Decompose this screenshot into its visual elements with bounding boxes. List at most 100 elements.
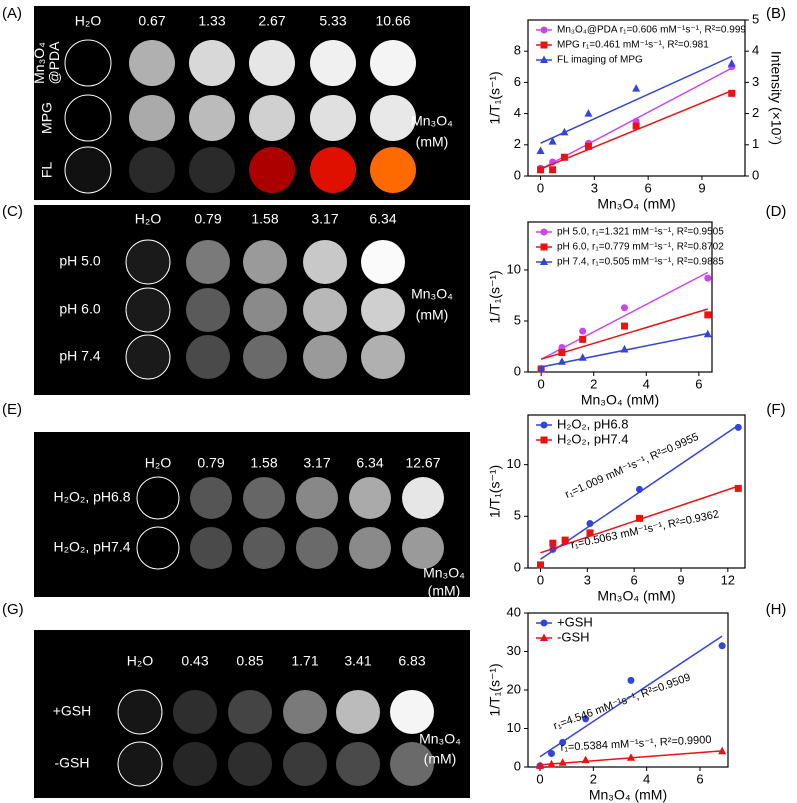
sample-well <box>249 147 295 193</box>
column-label: 1.33 <box>198 13 225 29</box>
y-tick-label: 5 <box>514 312 521 327</box>
x-tick-label: 4 <box>643 771 650 786</box>
y-tick-label: 4 <box>514 105 521 120</box>
legend-label: pH 5.0, r₁=1.321 mM⁻¹s⁻¹, R²=0.9505 <box>557 227 724 238</box>
sample-well <box>361 240 405 284</box>
sample-well <box>117 741 163 787</box>
sample-well <box>296 527 338 569</box>
sample-well <box>361 288 405 332</box>
sample-well <box>402 527 444 569</box>
sample-well <box>349 477 391 519</box>
column-label: H₂O <box>127 653 154 669</box>
row-label: -GSH <box>55 755 90 771</box>
legend-marker <box>540 228 548 236</box>
x-tick-label: 0 <box>536 771 543 786</box>
data-point <box>560 127 569 136</box>
x-tick-label: 9 <box>677 572 684 587</box>
legend-marker <box>540 633 548 641</box>
y-tick-label: 6 <box>514 74 521 89</box>
data-point <box>586 529 594 537</box>
data-point <box>728 89 736 97</box>
x-tick-label: 3 <box>584 572 591 587</box>
sample-well <box>349 527 391 569</box>
data-point <box>734 484 742 492</box>
data-point <box>548 137 557 145</box>
legend-marker <box>540 619 548 627</box>
sample-well <box>136 476 180 520</box>
x-tick-label: 6 <box>645 180 652 195</box>
y2-tick-label: 5 <box>752 11 759 26</box>
data-point <box>582 715 590 723</box>
y2-tick-label: 2 <box>752 105 759 120</box>
column-label: 5.33 <box>319 13 346 29</box>
data-point <box>734 423 742 431</box>
x-axis-label: Mn₃O₄ (mM) <box>589 787 667 803</box>
row-label: FL <box>39 162 55 179</box>
sample-well <box>249 95 295 141</box>
fit-line <box>540 90 733 170</box>
y-tick-label: 2 <box>514 136 521 151</box>
x-axis-label: Mn₃O₄ (mM) <box>581 392 659 408</box>
x-tick-label: 9 <box>698 180 705 195</box>
data-point <box>584 142 592 150</box>
sample-well <box>249 40 295 86</box>
y2-tick-label: 0 <box>752 167 759 182</box>
unit-label: Mn₃O₄ <box>423 565 465 581</box>
sample-well <box>173 742 217 786</box>
sample-well <box>173 690 217 734</box>
x-axis-label: Mn₃O₄ (mM) <box>597 196 675 212</box>
x-axis-label: Mn₃O₄ (mM) <box>597 588 675 604</box>
y-tick-label: 10 <box>507 456 521 471</box>
row-label: pH 6.0 <box>59 301 100 317</box>
y-tick-label: 0 <box>514 167 521 182</box>
y-tick-label: 0 <box>514 363 521 378</box>
data-point <box>581 755 590 764</box>
data-point <box>549 539 557 547</box>
data-point <box>704 274 712 282</box>
sample-well <box>129 40 175 86</box>
column-label: 3.17 <box>303 455 330 471</box>
unit-label: (mM) <box>416 134 449 150</box>
sample-well <box>283 742 327 786</box>
column-label: 0.85 <box>236 653 263 669</box>
y2-axis-label: Intensity (×10⁷) <box>768 51 784 145</box>
y-tick-label: 10 <box>507 720 521 735</box>
y-tick-label: 0 <box>514 758 521 773</box>
legend-marker <box>540 41 548 49</box>
legend-label: pH 7.4, r₁=0.505 mM⁻¹s⁻¹, R²=0.9885 <box>557 257 724 268</box>
data-point <box>536 146 545 155</box>
x-tick-label: 2 <box>590 771 597 786</box>
sample-well <box>243 240 287 284</box>
fit-line <box>540 308 709 360</box>
row-label: H₂O₂, pH7.4 <box>53 539 130 555</box>
legend-label: MPG r₁=0.461 mM⁻¹s⁻¹, R²=0.981 <box>557 40 709 51</box>
sample-well <box>64 39 112 87</box>
sample-well <box>243 335 287 379</box>
sample-well <box>243 288 287 332</box>
annotation: r₁=0.5384 mM⁻¹s⁻¹, R²=0.9900 <box>560 734 711 754</box>
column-label: 0.67 <box>138 13 165 29</box>
panel-label: (D) <box>766 203 787 220</box>
x-tick-label: 6 <box>695 376 702 391</box>
legend-label: H₂O₂, pH7.4 <box>557 431 629 446</box>
y-tick-label: 0 <box>514 559 521 574</box>
legend-marker <box>540 421 548 429</box>
sample-well <box>228 742 272 786</box>
data-point <box>559 738 567 746</box>
sample-well <box>303 240 347 284</box>
row-label: MPG <box>39 102 55 134</box>
sample-well <box>125 239 171 285</box>
sample-well <box>370 95 416 141</box>
data-point <box>549 166 557 174</box>
row-label: Mn₃O₄ <box>31 42 47 84</box>
data-point <box>635 485 643 493</box>
legend-marker <box>540 436 548 444</box>
fit-line <box>540 55 733 144</box>
sample-well <box>310 95 356 141</box>
column-label: 1.71 <box>291 653 318 669</box>
y2-tick-label: 4 <box>752 43 759 58</box>
sample-well <box>64 94 112 142</box>
x-tick-label: 6 <box>696 771 703 786</box>
data-point <box>626 753 635 761</box>
